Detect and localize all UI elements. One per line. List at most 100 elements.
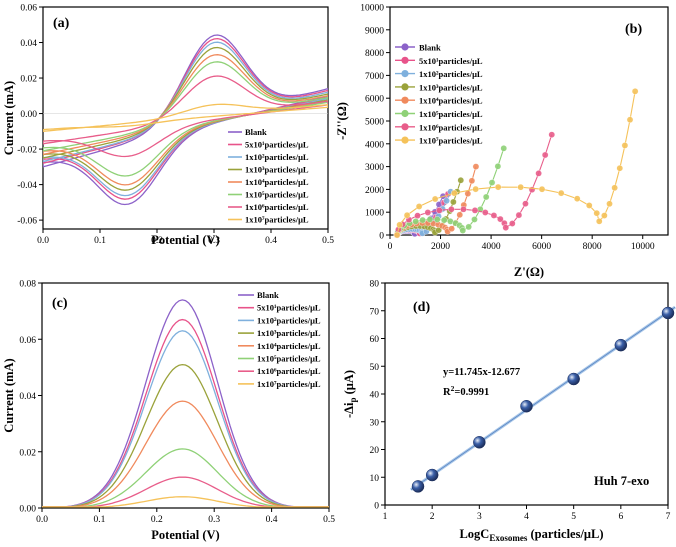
x-tick-label: 8000	[583, 242, 602, 252]
plot-frame	[42, 6, 329, 230]
y-tick-label: 10	[370, 474, 380, 484]
eis-point	[415, 203, 423, 210]
y-tick-label: 0	[374, 502, 379, 512]
legend-marker	[401, 123, 409, 131]
x-tick-label: 0.5	[322, 236, 334, 246]
legend-label: Blank	[245, 127, 267, 137]
panel-label: (a)	[53, 16, 70, 31]
x-tick-label: 1	[383, 512, 388, 522]
y-tick-label: 0.04	[20, 39, 37, 49]
eis-point	[443, 197, 450, 205]
eis-point	[621, 142, 629, 149]
eis-point	[426, 216, 434, 223]
x-axis-label: Potential (V)	[151, 233, 219, 247]
y-tick-label: 0.04	[19, 392, 36, 402]
y-axis-label-sub: p	[348, 398, 358, 403]
x-tick-label: 0.0	[36, 515, 48, 525]
eis-point	[448, 205, 455, 213]
dpv-series-5	[42, 448, 329, 508]
y-tick-label: 70	[370, 307, 380, 317]
eis-point	[538, 185, 546, 193]
y-axis-label-main: -Δi	[342, 402, 356, 418]
panel-b: 0 2000 4000 6000 8000 10000 0 1000 2000 3000 4000 5…	[335, 4, 669, 279]
eis-point	[471, 207, 479, 214]
panel-a: 0.0 0.1 0.2 0.3 0.4 0.5 -0.06 -0.04 -0.02 0.00 0.0…	[2, 4, 334, 248]
x-tick-label: 5	[571, 512, 576, 522]
legend-label: 1x10⁶particles/μL	[245, 202, 309, 212]
r-squared-value: =0.9991	[454, 387, 489, 398]
eis-point	[472, 185, 479, 193]
calibration-point	[614, 338, 628, 352]
y-tick-label: 50	[370, 363, 380, 373]
x-tick-label: 0.4	[266, 515, 278, 525]
x-tick-label: 0.3	[208, 515, 220, 525]
legend-label: 1x10⁵particles/μL	[245, 190, 309, 200]
x-tick-label: 2000	[431, 242, 450, 252]
eis-point	[419, 216, 426, 224]
y-axis-label-units: (μA)	[342, 370, 356, 398]
x-tick-label: 2	[430, 512, 435, 522]
legend-label: Blank	[257, 290, 279, 300]
panel-c: 0.0 0.1 0.2 0.3 0.4 0.5 0.00 0.02 0.04 0.06 0.08 Bl…	[2, 280, 335, 543]
y-tick-label: 0.02	[20, 75, 37, 85]
x-tick-label: 0.2	[151, 236, 163, 246]
y-axis-label: Current (mA)	[2, 358, 16, 432]
eis-point	[468, 177, 476, 185]
legend-label: 1x10⁴particles/μL	[257, 341, 321, 351]
eis-point	[482, 193, 490, 201]
y-tick-label: 5000	[365, 118, 384, 128]
y-tick-label: 10000	[360, 4, 384, 14]
sample-label: Huh 7-exo	[594, 474, 649, 488]
eis-point	[490, 212, 498, 219]
eis-point	[414, 212, 421, 219]
x-tick-label: 0.4	[265, 236, 277, 246]
legend-marker	[401, 70, 409, 78]
legend-label: 1x10²particles/μL	[419, 69, 483, 79]
panel-label: (c)	[52, 296, 68, 311]
y-tick-label: 0.08	[19, 280, 36, 290]
eis-point	[502, 224, 510, 231]
eis-point	[548, 131, 556, 138]
y-tick-label: 40	[370, 391, 380, 401]
legend-label: 5x10¹particles/μL	[257, 303, 321, 313]
legend-marker	[401, 109, 409, 118]
y-tick-label: 4000	[365, 140, 384, 150]
y-tick-label: 7000	[365, 72, 384, 82]
legend-label: 1x10⁴particles/μL	[419, 96, 483, 106]
eis-point	[606, 200, 613, 208]
y-tick-label: 0.00	[20, 110, 37, 120]
y-tick-label: 6000	[365, 95, 384, 105]
r-squared: R2=0.9991	[443, 384, 489, 398]
cv-series-7	[43, 103, 328, 132]
eis-point	[522, 200, 529, 207]
y-tick-label: -0.04	[17, 181, 37, 191]
cv-series-3	[43, 46, 328, 191]
x-axis-label: Potential (V)	[151, 528, 219, 542]
eis-point	[403, 211, 411, 219]
x-tick-label: 4	[524, 512, 529, 522]
x-tick-label: 3	[477, 512, 482, 522]
dpv-series-4	[42, 400, 329, 508]
eis-point	[541, 151, 549, 159]
legend-label: Blank	[419, 43, 441, 53]
y-tick-label: 80	[370, 280, 380, 290]
eis-point	[528, 186, 536, 193]
y-tick-label: -0.06	[17, 217, 37, 227]
legend-label: 1x10³particles/μL	[245, 165, 309, 175]
eis-point	[535, 170, 542, 177]
legend-label: 1x10⁵particles/μL	[257, 354, 321, 364]
eis-point	[448, 225, 455, 232]
eis-point	[433, 216, 441, 223]
legend-marker	[401, 43, 409, 51]
eis-point	[396, 221, 403, 229]
y-tick-label: 9000	[365, 26, 384, 36]
y-tick-label: 60	[370, 335, 380, 345]
eis-point	[601, 212, 608, 219]
y-tick-label: 0.06	[19, 336, 36, 346]
x-tick-label: 6000	[532, 242, 551, 252]
eis-point	[465, 223, 472, 231]
eis-point	[494, 183, 502, 191]
r-squared-label: R	[443, 387, 451, 398]
cv-series-0	[43, 34, 328, 206]
